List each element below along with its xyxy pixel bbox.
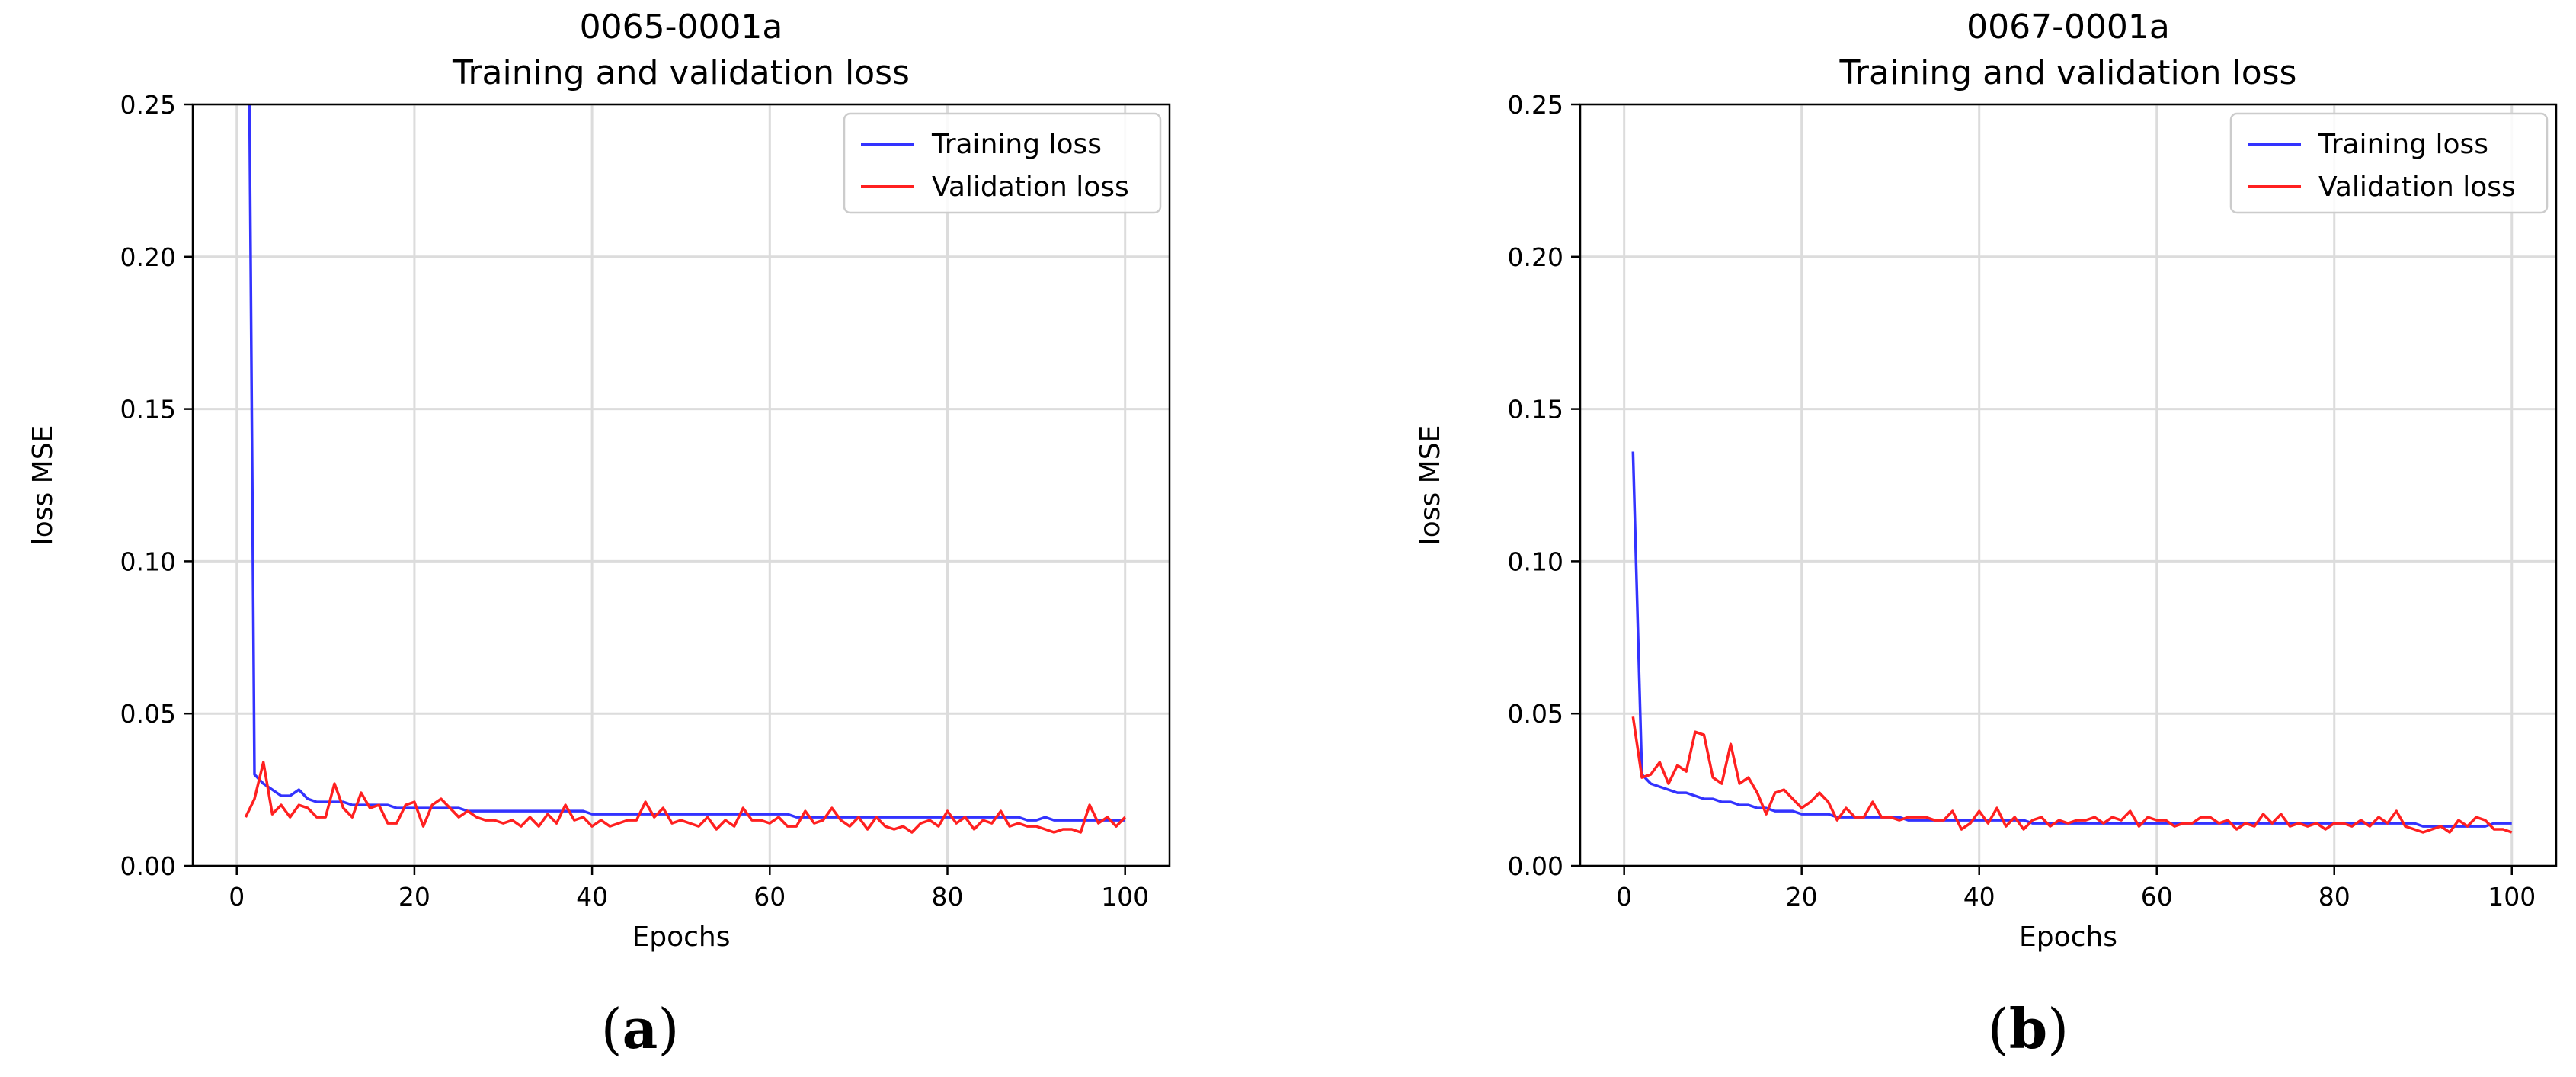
x-tick-label: 80 <box>2318 882 2350 912</box>
caption-close-paren: ) <box>2047 997 2069 1061</box>
panel-a: 0 20 40 60 80 100 0.00 0.05 0.10 0.15 0.20 0.25 0065… <box>27 8 1171 1061</box>
chart-title: Training and validation loss <box>1839 53 2297 92</box>
y-tick-label: 0.15 <box>120 395 176 425</box>
y-tick-label: 0.05 <box>120 699 176 729</box>
chart-title: Training and validation loss <box>452 53 910 92</box>
panel-caption: (a) <box>601 996 680 1061</box>
legend-training-label: Training loss <box>2318 129 2488 160</box>
y-tick-label: 0.25 <box>120 90 176 120</box>
legend-validation-label: Validation loss <box>932 171 1129 203</box>
validation-loss-line <box>244 761 1126 834</box>
panel-b: 0 20 40 60 80 100 0.00 0.05 0.10 0.15 0.20 0.25 0067… <box>1415 8 2558 1061</box>
x-tick-label: 60 <box>2141 882 2173 912</box>
x-tick-label: 80 <box>932 882 964 912</box>
x-tick-label: 20 <box>1786 882 1818 912</box>
y-axis-label: loss MSE <box>27 425 59 546</box>
training-loss-line <box>1631 451 2512 828</box>
legend-training-label: Training loss <box>931 129 1102 160</box>
legend-box <box>843 112 1162 214</box>
x-tick-label: 100 <box>2488 882 2536 912</box>
legend-box <box>2229 112 2549 214</box>
plot-frame <box>191 103 1171 867</box>
gridlines <box>193 103 1170 867</box>
y-tick-label: 0.00 <box>120 851 176 881</box>
y-tick-label: 0.20 <box>120 242 176 272</box>
x-tick-label: 40 <box>1963 882 1995 912</box>
x-axis-label: Epochs <box>632 922 731 953</box>
y-tick-label: 0.05 <box>1508 699 1563 729</box>
x-tick-label: 40 <box>576 882 608 912</box>
caption-letter: b <box>2009 996 2047 1061</box>
caption-close-paren: ) <box>658 997 679 1061</box>
caption-letter: a <box>622 996 658 1061</box>
legend: Training loss Validation loss <box>843 112 1162 214</box>
legend: Training loss Validation loss <box>2229 112 2549 214</box>
caption-open-paren: ( <box>601 997 622 1061</box>
x-tick-label: 60 <box>754 882 786 912</box>
chart-title-id: 0065-0001a <box>580 8 783 46</box>
chart-title-id: 0067-0001a <box>1966 8 2170 46</box>
x-axis-label: Epochs <box>2019 922 2117 953</box>
training-loss-line <box>248 104 1125 822</box>
x-tick-label: 100 <box>1101 882 1149 912</box>
y-tick-label: 0.25 <box>1508 90 1563 120</box>
x-tick-label: 20 <box>398 882 430 912</box>
y-tick-label: 0.20 <box>1508 242 1563 272</box>
y-tick-label: 0.15 <box>1508 395 1563 425</box>
y-tick-label: 0.10 <box>120 547 176 576</box>
y-tick-label: 0.10 <box>1508 547 1563 576</box>
x-tick-label: 0 <box>1616 882 1632 912</box>
x-tick-label: 0 <box>229 882 245 912</box>
caption-open-paren: ( <box>1988 997 2009 1061</box>
legend-validation-label: Validation loss <box>2318 171 2516 203</box>
validation-loss-line <box>1631 716 2513 834</box>
panel-caption: (b) <box>1988 996 2069 1061</box>
gridlines <box>1580 103 2556 867</box>
y-tick-label: 0.00 <box>1508 851 1563 881</box>
y-axis-label: loss MSE <box>1415 425 1446 546</box>
plot-frame <box>1579 103 2558 867</box>
